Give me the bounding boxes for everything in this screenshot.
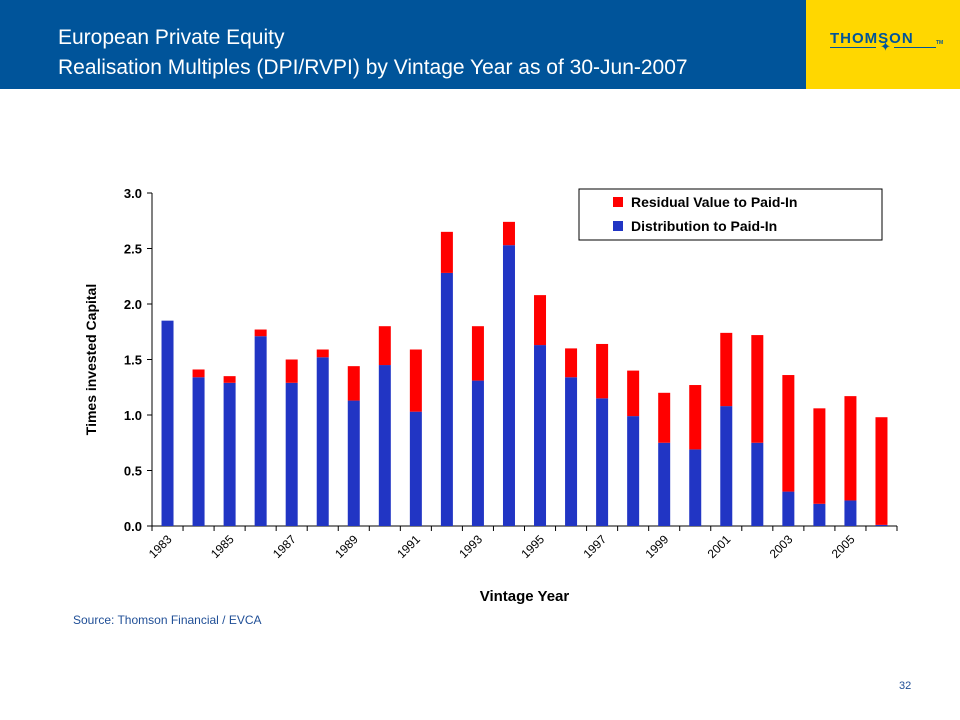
bar-rvpi-1990 — [378, 326, 391, 366]
legend-swatch-0 — [613, 197, 623, 207]
legend-label-0: Residual Value to Paid-In — [631, 194, 797, 210]
bar-dpi-1990 — [378, 365, 391, 526]
logo-star-icon: ✦ — [880, 39, 891, 54]
bar-rvpi-1992 — [440, 231, 453, 273]
bar-dpi-1986 — [254, 336, 267, 526]
bar-rvpi-1999 — [658, 392, 671, 443]
legend-swatch-1 — [613, 221, 623, 231]
y-tick-label: 2.0 — [124, 297, 142, 312]
logo-wordmark: THOMSON — [830, 30, 914, 47]
x-tick-label: 1987 — [270, 532, 299, 561]
bar-dpi-1991 — [409, 411, 422, 526]
y-tick-label: 2.5 — [124, 242, 142, 257]
bar-rvpi-2004 — [813, 408, 826, 504]
bar-dpi-1984 — [192, 377, 205, 526]
logo-rule-left — [830, 47, 876, 48]
bar-rvpi-1998 — [627, 370, 640, 417]
bar-rvpi-1993 — [471, 326, 484, 381]
bar-rvpi-2000 — [689, 385, 702, 450]
bar-rvpi-1996 — [565, 348, 578, 378]
bar-dpi-1997 — [596, 398, 609, 526]
x-tick-label: 1993 — [456, 532, 485, 561]
bar-dpi-1993 — [471, 380, 484, 526]
bar-dpi-2002 — [751, 442, 764, 526]
bar-dpi-2004 — [813, 503, 826, 526]
bar-dpi-1998 — [627, 416, 640, 526]
bar-rvpi-1994 — [502, 221, 515, 246]
bar-dpi-1988 — [316, 357, 329, 526]
bar-rvpi-2002 — [751, 335, 764, 443]
x-axis-title: Vintage Year — [480, 588, 570, 605]
thomson-logo: THOMSON TM ✦ — [806, 0, 960, 89]
bar-dpi-1992 — [440, 272, 453, 526]
x-tick-label: 1989 — [332, 532, 361, 561]
bar-dpi-2001 — [720, 406, 733, 526]
bar-dpi-2006 — [875, 524, 888, 526]
page-number: 32 — [899, 680, 912, 692]
bar-rvpi-1991 — [409, 349, 422, 412]
bar-rvpi-2001 — [720, 332, 733, 407]
bar-dpi-1985 — [223, 382, 236, 526]
logo-trademark: TM — [936, 40, 944, 46]
bar-rvpi-1986 — [254, 329, 267, 337]
x-tick-label: 1997 — [580, 532, 609, 561]
y-tick-label: 1.5 — [124, 353, 142, 368]
x-tick-label: 1991 — [394, 532, 423, 561]
bar-dpi-1996 — [565, 377, 578, 526]
y-tick-label: 1.0 — [124, 408, 142, 423]
bar-rvpi-1995 — [534, 295, 547, 346]
x-tick-label: 1999 — [643, 532, 672, 561]
bar-rvpi-2005 — [844, 396, 857, 501]
source-note: Source: Thomson Financial / EVCA — [73, 613, 262, 627]
x-tick-label: 1995 — [518, 532, 547, 561]
bar-rvpi-1985 — [223, 376, 236, 383]
bar-dpi-1994 — [502, 245, 515, 527]
slide-header: European Private Equity Realisation Mult… — [0, 0, 806, 89]
x-tick-label: 2001 — [705, 532, 734, 561]
slide-title: European Private Equity — [58, 26, 285, 49]
bar-rvpi-1989 — [347, 366, 360, 401]
bar-dpi-2003 — [782, 491, 795, 526]
legend-label-1: Distribution to Paid-In — [631, 218, 777, 234]
y-tick-label: 0.5 — [124, 464, 142, 479]
bar-rvpi-2003 — [782, 375, 795, 492]
x-tick-label: 1985 — [208, 532, 237, 561]
bar-rvpi-1984 — [192, 369, 205, 378]
bar-rvpi-1997 — [596, 343, 609, 399]
bar-rvpi-2006 — [875, 417, 888, 525]
y-tick-label: 3.0 — [124, 186, 142, 201]
bar-dpi-1995 — [534, 345, 547, 526]
slide-subtitle: Realisation Multiples (DPI/RVPI) by Vint… — [58, 56, 688, 79]
bar-dpi-1987 — [285, 382, 298, 526]
legend-box — [578, 188, 883, 241]
x-tick-label: 2005 — [829, 532, 858, 561]
bar-dpi-1999 — [658, 442, 671, 526]
x-tick-label: 2003 — [767, 532, 796, 561]
bar-dpi-2000 — [689, 449, 702, 526]
bar-rvpi-1988 — [316, 349, 329, 358]
y-tick-label: 0.0 — [124, 519, 142, 534]
bar-dpi-1983 — [161, 320, 174, 526]
bar-dpi-1989 — [347, 400, 360, 526]
logo-rule-right — [894, 47, 936, 48]
y-axis-title: Times invested Capital — [83, 284, 99, 435]
bar-dpi-2005 — [844, 500, 857, 526]
x-tick-label: 1983 — [146, 532, 175, 561]
bar-rvpi-1987 — [285, 359, 298, 383]
